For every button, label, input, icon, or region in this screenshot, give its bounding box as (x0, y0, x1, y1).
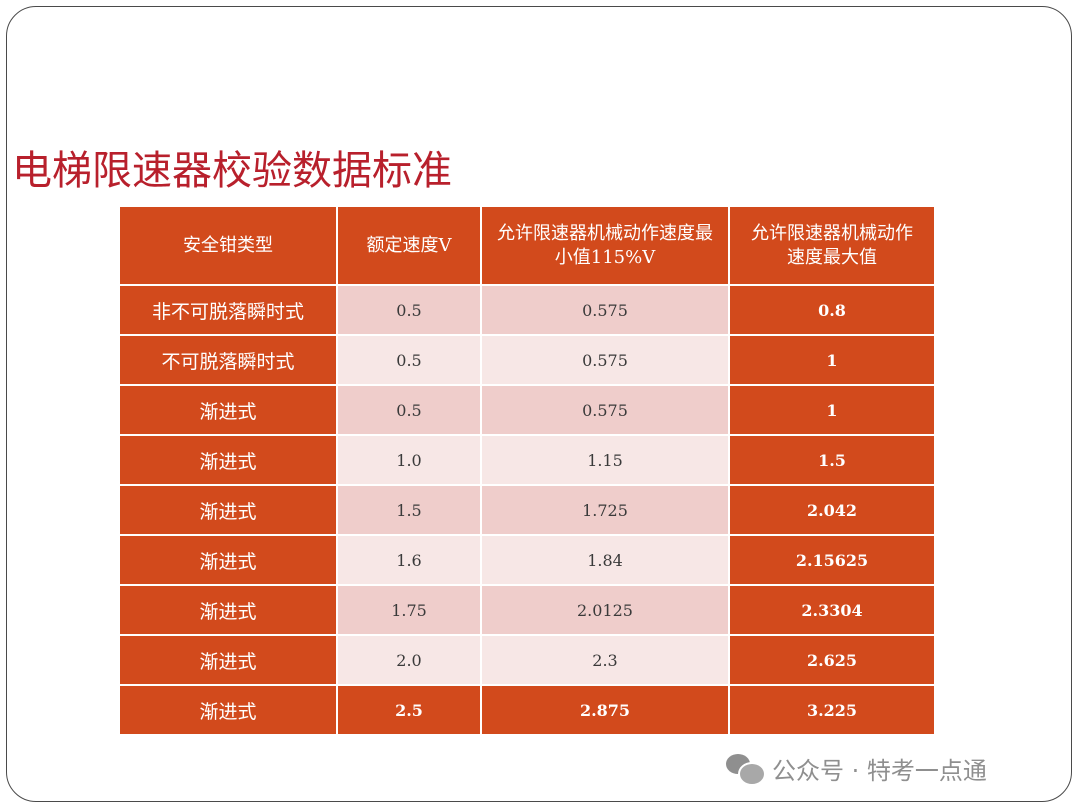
cell-rated-speed: 1.0 (336, 434, 482, 486)
cell-max-speed: 2.15625 (728, 534, 936, 586)
cell-min-speed: 1.15 (480, 434, 730, 486)
cell-rated-speed: 1.6 (336, 534, 482, 586)
slide-title: 电梯限速器校验数据标准 (12, 148, 452, 194)
cell-rated-speed: 0.5 (336, 384, 482, 436)
header-min-trip-speed-text: 允许限速器机械动作速度最小值115%V (497, 222, 713, 268)
cell-min-speed: 1.84 (480, 534, 730, 586)
cell-rated-speed: 2.5 (336, 684, 482, 736)
cell-min-speed: 2.0125 (480, 584, 730, 636)
table-row: 渐进式 1.75 2.0125 2.3304 (118, 584, 936, 636)
cell-rated-speed: 1.5 (336, 484, 482, 536)
cell-type: 渐进式 (118, 684, 338, 736)
cell-rated-speed: 0.5 (336, 284, 482, 336)
cell-min-speed: 0.575 (480, 284, 730, 336)
header-rated-speed: 额定速度V (336, 205, 482, 286)
table-row: 渐进式 1.6 1.84 2.15625 (118, 534, 936, 586)
header-min-trip-speed: 允许限速器机械动作速度最小值115%V (480, 205, 730, 286)
cell-max-speed: 2.3304 (728, 584, 936, 636)
cell-max-speed: 0.8 (728, 284, 936, 336)
cell-type: 渐进式 (118, 484, 338, 536)
cell-min-speed: 2.3 (480, 634, 730, 686)
cell-min-speed: 0.575 (480, 334, 730, 386)
cell-type: 非不可脱落瞬时式 (118, 284, 338, 336)
table-row: 渐进式 0.5 0.575 1 (118, 384, 936, 436)
cell-type: 渐进式 (118, 534, 338, 586)
cell-type: 渐进式 (118, 584, 338, 636)
watermark: 公众号 · 特考一点通 (726, 748, 987, 788)
governor-data-table: 安全钳类型 额定速度V 允许限速器机械动作速度最小值115%V 允许限速器机械动… (118, 205, 936, 736)
cell-type: 渐进式 (118, 384, 338, 436)
cell-min-speed: 1.725 (480, 484, 730, 536)
cell-type: 渐进式 (118, 434, 338, 486)
wechat-icon (726, 752, 766, 786)
table-row: 渐进式 1.5 1.725 2.042 (118, 484, 936, 536)
watermark-text: 公众号 · 特考一点通 (772, 756, 987, 785)
table-header-row: 安全钳类型 额定速度V 允许限速器机械动作速度最小值115%V 允许限速器机械动… (118, 205, 936, 286)
table-row: 渐进式 2.5 2.875 3.225 (118, 684, 936, 736)
cell-max-speed: 1.5 (728, 434, 936, 486)
table-row: 渐进式 2.0 2.3 2.625 (118, 634, 936, 686)
cell-max-speed: 3.225 (728, 684, 936, 736)
cell-min-speed: 2.875 (480, 684, 730, 736)
header-safety-gear-type: 安全钳类型 (118, 205, 338, 286)
cell-type: 渐进式 (118, 634, 338, 686)
cell-rated-speed: 2.0 (336, 634, 482, 686)
cell-type: 不可脱落瞬时式 (118, 334, 338, 386)
table-row: 非不可脱落瞬时式 0.5 0.575 0.8 (118, 284, 936, 336)
cell-max-speed: 1 (728, 384, 936, 436)
cell-min-speed: 0.575 (480, 384, 730, 436)
table-row: 不可脱落瞬时式 0.5 0.575 1 (118, 334, 936, 386)
header-max-trip-speed: 允许限速器机械动作速度最大值 (728, 205, 936, 286)
cell-rated-speed: 0.5 (336, 334, 482, 386)
cell-max-speed: 1 (728, 334, 936, 386)
cell-max-speed: 2.042 (728, 484, 936, 536)
cell-rated-speed: 1.75 (336, 584, 482, 636)
header-max-trip-speed-text: 允许限速器机械动作速度最大值 (751, 222, 913, 268)
table-row: 渐进式 1.0 1.15 1.5 (118, 434, 936, 486)
cell-max-speed: 2.625 (728, 634, 936, 686)
